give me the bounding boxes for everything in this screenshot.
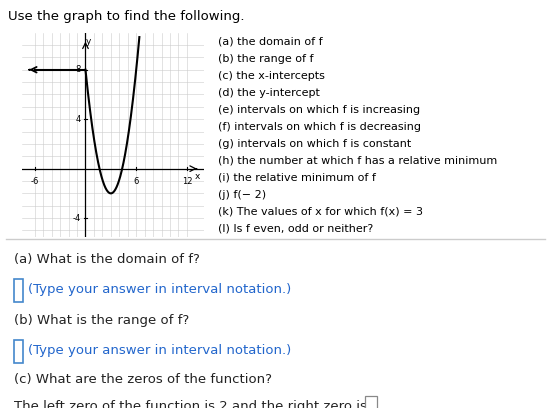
Text: 4: 4 — [76, 115, 81, 124]
Text: (e) intervals on which f is increasing: (e) intervals on which f is increasing — [218, 105, 420, 115]
Text: y: y — [86, 37, 91, 46]
Text: (j) f(− 2): (j) f(− 2) — [218, 190, 266, 200]
FancyBboxPatch shape — [365, 397, 376, 408]
Text: -4: -4 — [73, 214, 81, 223]
Text: 8: 8 — [76, 65, 81, 74]
Text: Use the graph to find the following.: Use the graph to find the following. — [8, 10, 245, 23]
Text: -6: -6 — [30, 177, 39, 186]
Text: (b) What is the range of f?: (b) What is the range of f? — [14, 314, 189, 327]
Text: (h) the number at which f has a relative minimum: (h) the number at which f has a relative… — [218, 156, 498, 166]
Text: (c) the x-intercepts: (c) the x-intercepts — [218, 71, 325, 81]
Text: (i) the relative minimum of f: (i) the relative minimum of f — [218, 173, 376, 183]
Text: 12: 12 — [182, 177, 192, 186]
FancyBboxPatch shape — [14, 279, 23, 302]
Text: (a) What is the domain of f?: (a) What is the domain of f? — [14, 253, 199, 266]
FancyBboxPatch shape — [14, 340, 23, 364]
Text: The left zero of the function is 2 and the right zero is: The left zero of the function is 2 and t… — [14, 400, 366, 408]
Text: (g) intervals on which f is constant: (g) intervals on which f is constant — [218, 139, 412, 149]
Text: (Type your answer in interval notation.): (Type your answer in interval notation.) — [28, 282, 291, 295]
Text: (a) the domain of f: (a) the domain of f — [218, 37, 323, 47]
Text: (c) What are the zeros of the function?: (c) What are the zeros of the function? — [14, 373, 272, 386]
Text: (l) Is f even, odd or neither?: (l) Is f even, odd or neither? — [218, 224, 374, 234]
Text: (b) the range of f: (b) the range of f — [218, 54, 314, 64]
Text: (Type your answer in interval notation.): (Type your answer in interval notation.) — [28, 344, 291, 357]
Text: (f) intervals on which f is decreasing: (f) intervals on which f is decreasing — [218, 122, 421, 132]
Text: (k) The values of x for which f(x) = 3: (k) The values of x for which f(x) = 3 — [218, 207, 423, 217]
Text: x: x — [195, 172, 200, 181]
Text: 6: 6 — [133, 177, 139, 186]
Text: (d) the y-intercept: (d) the y-intercept — [218, 88, 320, 98]
Text: .: . — [378, 400, 382, 408]
